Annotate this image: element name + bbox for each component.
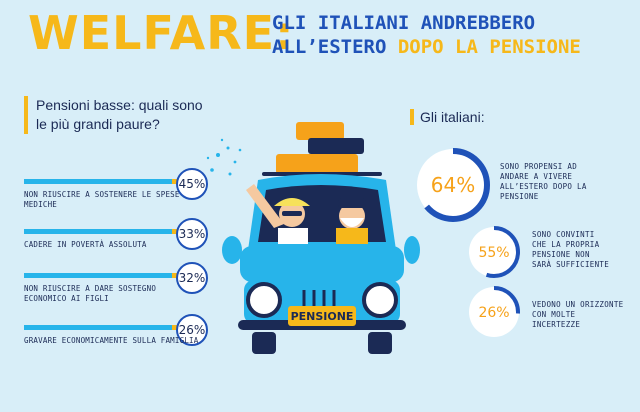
license-plate-text: PENSIONE	[291, 310, 354, 323]
fear-bar-1	[24, 179, 172, 184]
fear-percent-1: 45%	[176, 168, 208, 200]
left-heading: Pensioni basse: quali sono le più grandi…	[24, 96, 206, 134]
fear-label-3: NON RIUSCIRE A DARE SOSTEGNO ECONOMICO A…	[24, 284, 157, 303]
mirror-right	[404, 236, 420, 264]
driver-beard	[340, 218, 364, 227]
fear-bar-end-4	[172, 325, 178, 330]
fear-percent-3: 32%	[176, 262, 208, 294]
passenger-shirt	[278, 228, 308, 244]
wheel-right	[368, 332, 392, 354]
fear-percent-2: 33%	[176, 218, 208, 250]
right-heading: Gli italiani:	[410, 109, 485, 125]
ring-55-value: 55%	[478, 245, 509, 261]
grille	[302, 290, 336, 306]
title-line1: GLI ITALIANI ANDREBBERO	[272, 12, 536, 34]
fear-label-4: GRAVARE ECONOMICAMENTE SULLA FAMIGLIA	[24, 336, 199, 345]
right-label-2: SONO CONVINTI CHE LA PROPRIA PENSIONE NO…	[532, 230, 610, 269]
mirror-left	[222, 236, 242, 264]
fear-bar-2	[24, 229, 172, 234]
confetti-dots	[206, 138, 242, 176]
ring-55: 55%	[468, 226, 520, 278]
car-front	[244, 280, 400, 324]
passenger-arm	[246, 184, 284, 228]
car-hood	[240, 246, 404, 282]
passenger-sunglasses	[282, 211, 302, 216]
ring-64: 64%	[416, 148, 490, 222]
ring-26-value: 26%	[478, 305, 509, 321]
wheel-left	[252, 332, 276, 354]
fear-bar-end-2	[172, 229, 178, 234]
suitcase-bottom	[276, 154, 358, 174]
right-label-3: VEDONO UN ORIZZONTE CON MOLTE INCERTEZZE	[532, 300, 624, 329]
passenger-hat	[274, 198, 310, 206]
fear-bar-end-3	[172, 273, 178, 278]
title-line2: ALL’ESTERO DOPO LA PENSIONE	[272, 36, 581, 58]
suitcase-top	[296, 122, 344, 140]
license-plate-bg	[288, 306, 356, 326]
car-illustration: PENSIONE	[206, 122, 420, 354]
fear-label-2: CADERE IN POVERTÀ ASSOLUTA	[24, 240, 147, 249]
driver-hat	[338, 198, 366, 208]
title-line2-part2: DOPO LA PENSIONE	[397, 36, 581, 58]
suitcase-middle	[308, 138, 364, 154]
driver-shirt	[336, 228, 368, 244]
title-line2-part1: ALL’ESTERO	[272, 36, 387, 58]
fear-percent-4: 26%	[176, 314, 208, 346]
fear-bar-3	[24, 273, 172, 278]
fear-label-1: NON RIUSCIRE A SOSTENERE LE SPESE MEDICH…	[24, 190, 180, 209]
right-label-1: SONO PROPENSI AD ANDARE A VIVERE ALL’EST…	[500, 162, 587, 201]
roof-rack	[262, 172, 382, 176]
title-main: WELFARE:	[28, 6, 295, 60]
ring-26: 26%	[468, 286, 520, 338]
fear-bar-4	[24, 325, 172, 330]
ring-64-value: 64%	[431, 173, 475, 197]
fear-bar-end-1	[172, 179, 178, 184]
